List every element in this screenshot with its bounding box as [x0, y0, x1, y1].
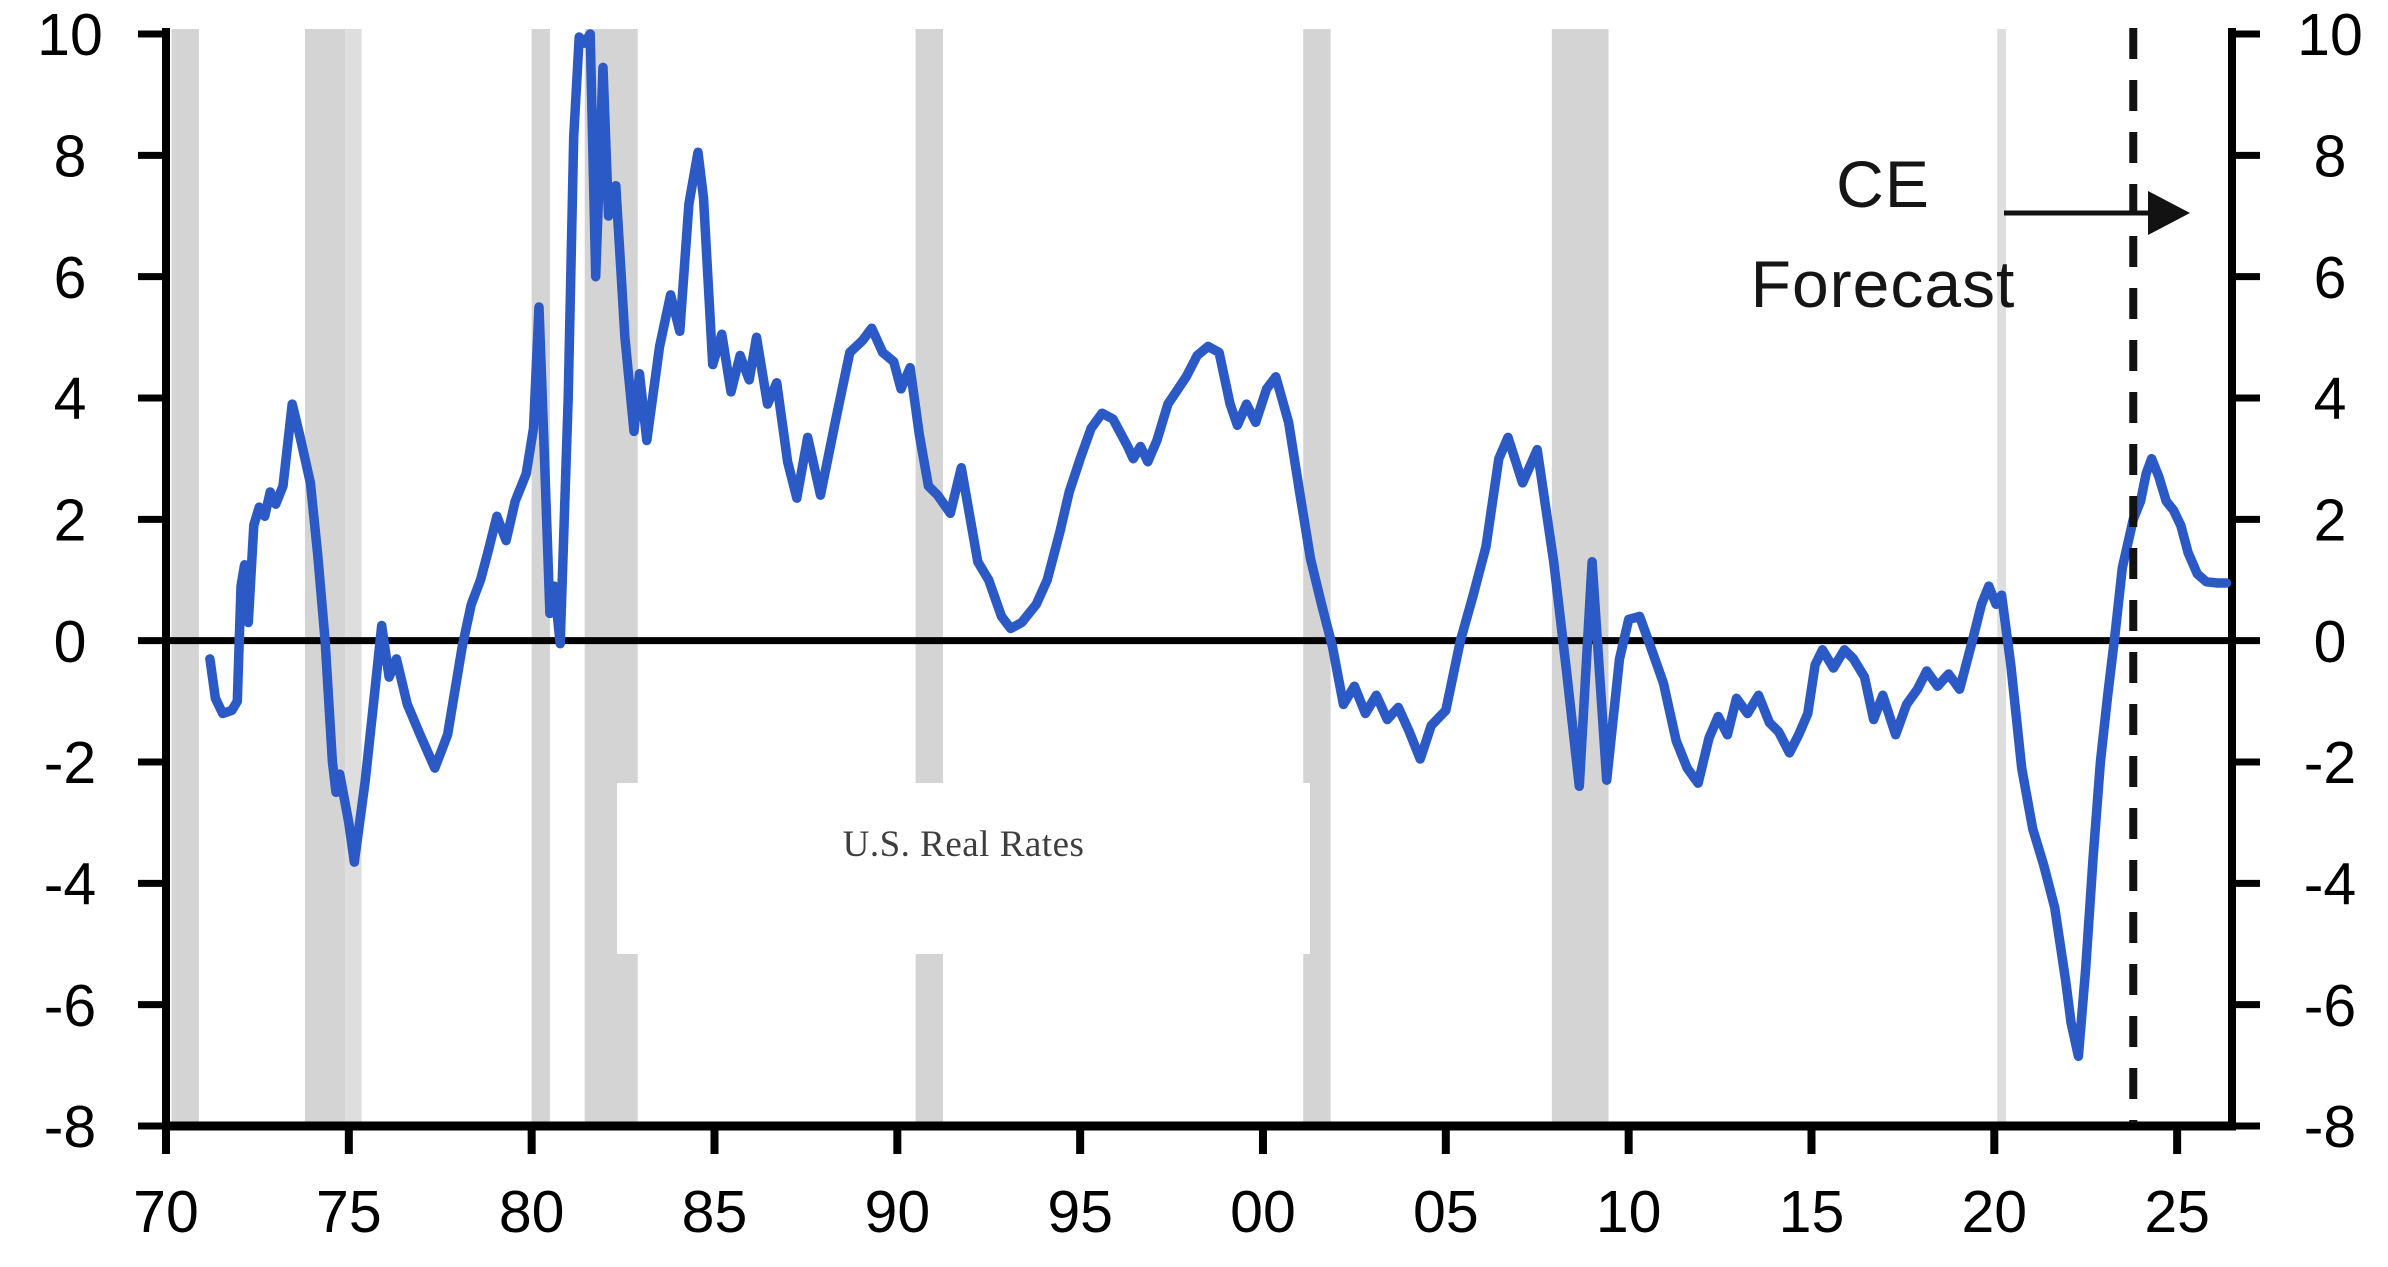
x-axis-tick-label: 25: [2144, 1179, 2210, 1245]
x-axis-tick-label: 75: [316, 1179, 382, 1245]
recession-band: [1997, 29, 2007, 1126]
real-rates-line: [205, 29, 2232, 1061]
y-axis-tick-label-left: 10: [37, 2, 103, 68]
forecast-arrow-head: [2148, 191, 2190, 235]
x-axis-tick-label: 20: [1961, 1179, 2027, 1245]
y-axis-tick-label-right: 2: [2314, 488, 2347, 554]
y-axis-tick-label-right: -8: [2304, 1094, 2356, 1160]
y-axis-tick-label-right: -2: [2304, 730, 2356, 796]
x-axis-tick-label: 95: [1047, 1179, 1113, 1245]
y-axis-tick-label-left: 0: [54, 609, 87, 675]
recession-band: [915, 29, 944, 1126]
y-axis-tick-label-left: 8: [54, 124, 87, 190]
y-axis-tick-label-right: 6: [2314, 245, 2347, 311]
recession-band: [345, 29, 362, 1126]
x-axis-tick-label: 85: [682, 1179, 748, 1245]
x-axis-tick-label: 10: [1596, 1179, 1662, 1245]
x-axis-tick-label: 70: [133, 1179, 199, 1245]
y-axis-tick-label-left: -6: [44, 973, 96, 1039]
series-label-box: U.S. Real Rates: [617, 783, 1310, 954]
y-axis-tick-label-right: 10: [2297, 2, 2363, 68]
y-axis-tick-label-left: 4: [54, 366, 87, 432]
recession-band: [1551, 29, 1609, 1126]
recession-band: [171, 29, 199, 1126]
recession-band: [304, 29, 346, 1126]
x-axis-tick-label: 00: [1230, 1179, 1296, 1245]
ce-forecast-label: CE Forecast: [1633, 134, 2133, 334]
y-axis-tick-label-right: 4: [2314, 366, 2347, 432]
ce-forecast-label-line2: Forecast: [1750, 247, 2016, 321]
y-axis-tick-label-left: 2: [54, 488, 87, 554]
y-axis-tick-label-left: 6: [54, 245, 87, 311]
y-axis-tick-label-right: -4: [2304, 852, 2356, 918]
x-axis-tick-label: 80: [499, 1179, 565, 1245]
y-axis-tick-label-left: -4: [44, 852, 96, 918]
y-axis-tick-label-left: -2: [44, 730, 96, 796]
y-axis-tick-label-left: -8: [44, 1094, 96, 1160]
x-axis-tick-label: 15: [1779, 1179, 1845, 1245]
y-axis-tick-label-right: 8: [2314, 124, 2347, 190]
y-axis-tick-label-right: 0: [2314, 609, 2347, 675]
y-axis-tick-label-right: -6: [2304, 973, 2356, 1039]
x-axis-tick-label: 05: [1413, 1179, 1479, 1245]
ce-forecast-label-line1: CE: [1836, 147, 1930, 221]
series-label: U.S. Real Rates: [842, 824, 1085, 865]
x-axis-tick-label: 90: [865, 1179, 931, 1245]
